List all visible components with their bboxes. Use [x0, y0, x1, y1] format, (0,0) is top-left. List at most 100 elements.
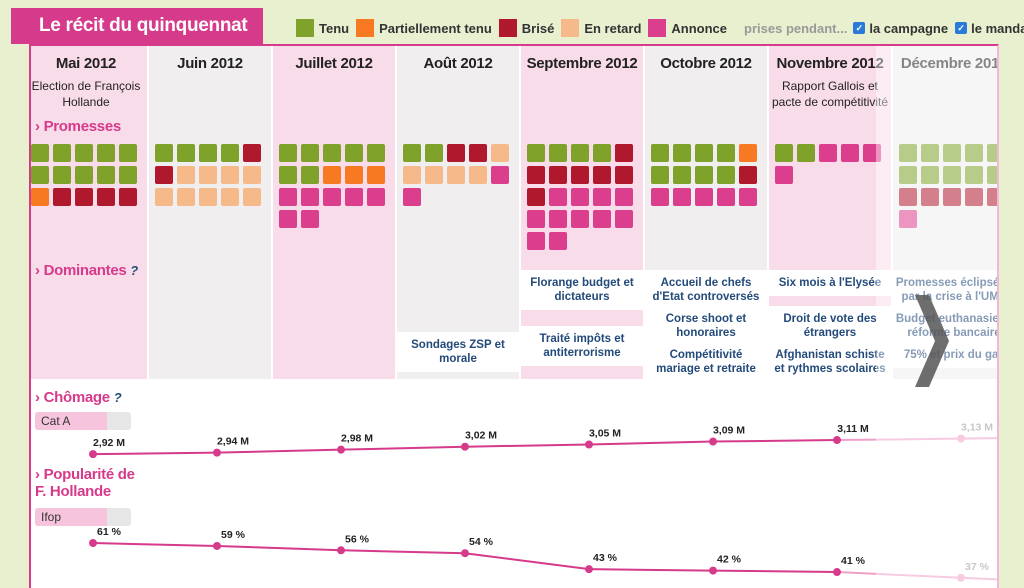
promise-square[interactable]: [31, 144, 49, 162]
promise-square[interactable]: [403, 188, 421, 206]
promise-square[interactable]: [695, 166, 713, 184]
promise-square[interactable]: [651, 166, 669, 184]
promise-square[interactable]: [739, 144, 757, 162]
filter-checkbox[interactable]: ✓le mandat: [955, 21, 1024, 36]
promise-square[interactable]: [367, 166, 385, 184]
month-label[interactable]: Septembre 2012: [526, 55, 638, 72]
chomage-select[interactable]: Cat A: [35, 412, 131, 430]
promise-square[interactable]: [673, 188, 691, 206]
dominante-item[interactable]: Corse shoot et honoraires: [645, 306, 767, 346]
promise-square[interactable]: [323, 144, 341, 162]
promise-square[interactable]: [75, 144, 93, 162]
month-label[interactable]: Août 2012: [423, 55, 493, 72]
promise-square[interactable]: [673, 166, 691, 184]
promise-square[interactable]: [491, 144, 509, 162]
promise-square[interactable]: [943, 188, 961, 206]
promise-square[interactable]: [819, 144, 837, 162]
promise-square[interactable]: [739, 188, 757, 206]
promise-square[interactable]: [199, 188, 217, 206]
promise-square[interactable]: [243, 144, 261, 162]
promise-square[interactable]: [53, 166, 71, 184]
promise-square[interactable]: [527, 144, 545, 162]
chomage-help-icon[interactable]: ?: [113, 390, 122, 405]
section-dominantes[interactable]: › Dominantes ?: [35, 262, 138, 279]
promise-square[interactable]: [447, 166, 465, 184]
month-label[interactable]: Juillet 2012: [295, 55, 373, 72]
promise-square[interactable]: [155, 144, 173, 162]
promise-square[interactable]: [899, 166, 917, 184]
promise-square[interactable]: [301, 166, 319, 184]
dominante-item[interactable]: Compétitivité mariage et retraite: [645, 342, 767, 382]
promise-square[interactable]: [899, 144, 917, 162]
promise-square[interactable]: [943, 144, 961, 162]
promise-square[interactable]: [97, 144, 115, 162]
promise-square[interactable]: [469, 166, 487, 184]
dominante-item[interactable]: Traité impôts et antiterrorisme: [521, 326, 643, 366]
promise-square[interactable]: [987, 188, 997, 206]
promise-square[interactable]: [177, 144, 195, 162]
dominante-item[interactable]: Six mois à l'Elysée: [769, 270, 891, 296]
promise-square[interactable]: [965, 144, 983, 162]
promise-square[interactable]: [301, 144, 319, 162]
promise-square[interactable]: [987, 166, 997, 184]
popularite-select[interactable]: Ifop: [35, 508, 131, 526]
section-popularite[interactable]: › Popularité de F. Hollande: [35, 466, 135, 500]
promise-square[interactable]: [301, 188, 319, 206]
promise-square[interactable]: [53, 188, 71, 206]
month-label[interactable]: Juin 2012: [177, 55, 243, 72]
promise-square[interactable]: [53, 144, 71, 162]
promise-square[interactable]: [695, 144, 713, 162]
promise-square[interactable]: [97, 166, 115, 184]
next-arrow-icon[interactable]: [911, 291, 951, 391]
promise-square[interactable]: [739, 166, 757, 184]
promise-square[interactable]: [571, 210, 589, 228]
promise-square[interactable]: [403, 144, 421, 162]
promise-square[interactable]: [571, 166, 589, 184]
promise-square[interactable]: [921, 144, 939, 162]
promise-square[interactable]: [593, 166, 611, 184]
promise-square[interactable]: [403, 166, 421, 184]
promise-square[interactable]: [221, 144, 239, 162]
month-label[interactable]: Décembre 2012: [900, 55, 999, 72]
promise-square[interactable]: [199, 144, 217, 162]
promise-square[interactable]: [549, 210, 567, 228]
promise-square[interactable]: [965, 188, 983, 206]
promise-square[interactable]: [527, 232, 545, 250]
promise-square[interactable]: [651, 144, 669, 162]
promise-square[interactable]: [425, 166, 443, 184]
promise-square[interactable]: [177, 166, 195, 184]
promise-square[interactable]: [921, 188, 939, 206]
dominante-item[interactable]: Accueil de chefs d'Etat controversés: [645, 270, 767, 310]
promise-square[interactable]: [301, 210, 319, 228]
promise-square[interactable]: [221, 188, 239, 206]
promise-square[interactable]: [323, 166, 341, 184]
promise-square[interactable]: [615, 188, 633, 206]
promise-square[interactable]: [987, 144, 997, 162]
promise-square[interactable]: [279, 166, 297, 184]
dominantes-help-icon[interactable]: ?: [130, 263, 138, 278]
promise-square[interactable]: [571, 188, 589, 206]
promise-square[interactable]: [695, 188, 713, 206]
month-label[interactable]: Octobre 2012: [660, 55, 752, 72]
promise-square[interactable]: [97, 188, 115, 206]
month-label[interactable]: Mai 2012: [55, 55, 117, 72]
promise-square[interactable]: [75, 188, 93, 206]
promise-square[interactable]: [243, 166, 261, 184]
checkbox-icon[interactable]: ✓: [955, 22, 968, 34]
checkbox-icon[interactable]: ✓: [853, 22, 866, 34]
promise-square[interactable]: [615, 210, 633, 228]
promise-square[interactable]: [775, 144, 793, 162]
promise-square[interactable]: [279, 188, 297, 206]
promise-square[interactable]: [243, 188, 261, 206]
promise-square[interactable]: [863, 144, 881, 162]
promise-square[interactable]: [491, 166, 509, 184]
promise-square[interactable]: [615, 166, 633, 184]
promise-square[interactable]: [75, 166, 93, 184]
promise-square[interactable]: [593, 144, 611, 162]
promise-square[interactable]: [615, 144, 633, 162]
promise-square[interactable]: [571, 144, 589, 162]
promise-square[interactable]: [155, 188, 173, 206]
dominante-item[interactable]: Florange budget et dictateurs: [521, 270, 643, 310]
promise-square[interactable]: [119, 166, 137, 184]
promise-square[interactable]: [177, 188, 195, 206]
